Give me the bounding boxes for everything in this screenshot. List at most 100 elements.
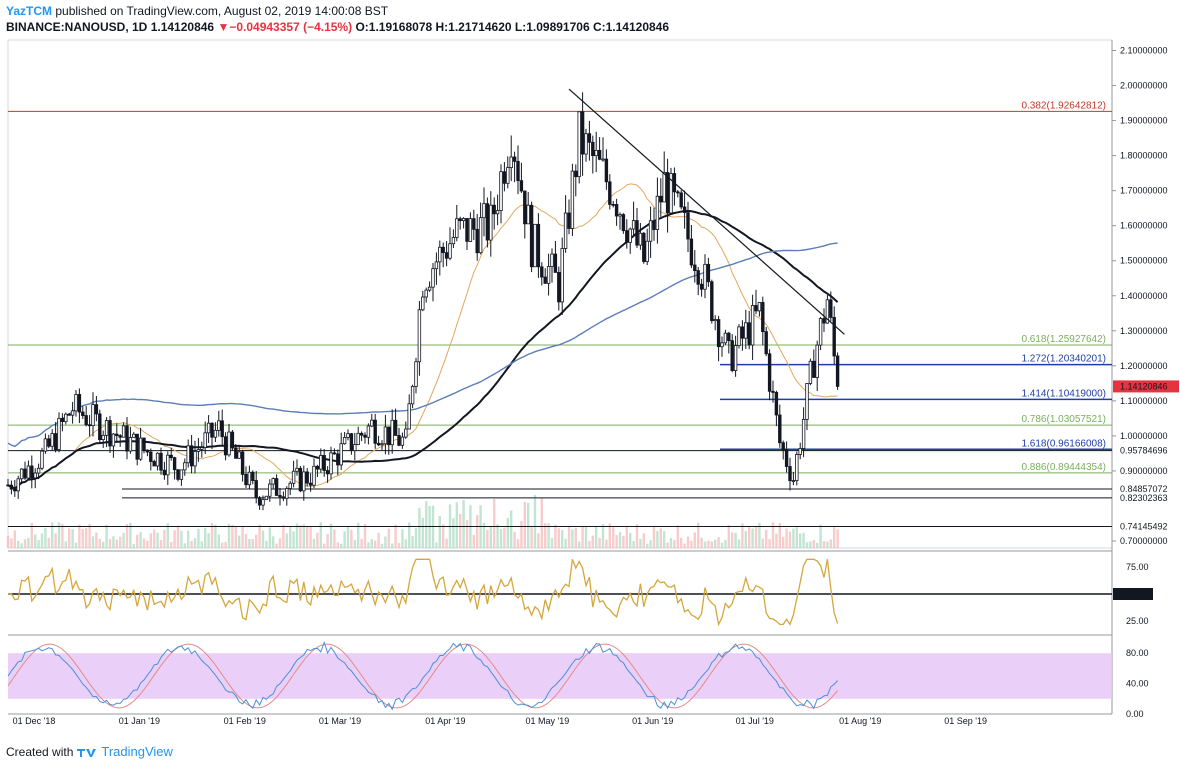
- candle-body: [778, 414, 782, 444]
- volume-bar: [792, 528, 795, 548]
- volume-bar: [564, 538, 567, 548]
- time-tick-label: 01 Jun '19: [632, 716, 673, 726]
- candle-body: [754, 305, 758, 312]
- candle-body: [346, 433, 350, 438]
- volume-bar: [649, 540, 652, 548]
- volume-bar: [88, 523, 91, 548]
- candle-body: [179, 469, 184, 480]
- volume-bar: [462, 500, 465, 548]
- volume-bar: [812, 539, 815, 548]
- volume-bar: [30, 522, 33, 548]
- stoch-band: [8, 653, 1112, 699]
- candle-body: [288, 482, 292, 489]
- candle-body: [227, 431, 231, 456]
- candle-body: [601, 158, 605, 161]
- candle-body: [43, 438, 48, 452]
- price-tick-label: 1.80000000: [1120, 151, 1168, 161]
- volume-bar: [700, 537, 703, 548]
- candle-body: [710, 281, 714, 322]
- level-tag-bg: [1113, 491, 1179, 504]
- candle-body: [247, 471, 252, 486]
- price-tick-label: 1.50000000: [1120, 256, 1168, 266]
- volume-bar: [608, 523, 611, 548]
- volume-bars: [6, 494, 839, 548]
- volume-bar: [496, 524, 499, 548]
- volume-bar: [74, 542, 78, 548]
- candle-body: [815, 344, 819, 378]
- author-name[interactable]: YazTCM: [6, 4, 53, 18]
- level-tag-label: 0.82302363: [1120, 493, 1168, 503]
- candle-body: [349, 433, 354, 452]
- volume-bar: [438, 515, 441, 548]
- candle-body: [703, 263, 707, 290]
- candle-body: [546, 266, 551, 284]
- volume-bar: [591, 535, 594, 548]
- candle-body: [451, 237, 456, 245]
- candles: [6, 92, 840, 511]
- candle-body: [366, 425, 371, 438]
- candle-body: [492, 204, 496, 215]
- volume-bar: [829, 539, 832, 548]
- candle-body: [104, 420, 109, 436]
- volume-bar: [156, 532, 159, 548]
- candle-body: [353, 444, 357, 452]
- volume-bar: [540, 497, 543, 548]
- time-tick-label: 01 Aug '19: [839, 716, 881, 726]
- last-price: 1.14120846: [150, 20, 215, 34]
- candle-body: [251, 471, 255, 481]
- candle-body: [458, 218, 462, 222]
- volume-bar: [183, 543, 186, 548]
- volume-bar: [326, 533, 329, 548]
- candle-body: [560, 248, 564, 303]
- time-tick-label: 01 Sep '19: [944, 716, 987, 726]
- candle-body: [67, 413, 71, 416]
- candle-body: [81, 411, 85, 416]
- candle-body: [628, 228, 632, 243]
- candle-body: [455, 218, 459, 238]
- volume-bar: [788, 531, 792, 548]
- symbol-line: BINANCE:NANOUSD, 1D 1.14120846 ▼−0.04943…: [6, 20, 669, 34]
- volume-bar: [503, 527, 506, 548]
- volume-bar: [554, 524, 557, 548]
- volume-bar: [367, 542, 370, 548]
- candle-body: [298, 467, 303, 492]
- volume-bar: [85, 528, 88, 548]
- candle-body: [686, 212, 690, 240]
- volume-bar: [445, 538, 448, 548]
- volume-bar: [68, 528, 71, 548]
- volume-bar: [809, 541, 812, 548]
- volume-bar: [795, 527, 798, 548]
- volume-bar: [224, 541, 227, 548]
- candle-body: [482, 203, 486, 219]
- candle-body: [499, 171, 503, 212]
- volume-bar: [238, 535, 241, 548]
- candle-body: [98, 413, 102, 440]
- volume-bar: [618, 532, 622, 548]
- candle-body: [438, 246, 442, 263]
- candle-body: [591, 141, 595, 157]
- volume-bar: [493, 498, 496, 548]
- candle-body: [268, 483, 272, 497]
- candle-body: [536, 223, 541, 268]
- volume-bar: [61, 523, 64, 548]
- volume-bar: [748, 527, 751, 548]
- candle-body: [506, 167, 510, 184]
- volume-bar: [265, 540, 268, 548]
- volume-bar: [397, 542, 401, 548]
- candle-body: [302, 471, 306, 492]
- candle-body: [57, 417, 61, 450]
- candle-body: [489, 204, 493, 241]
- time-tick-label: 01 May '19: [526, 716, 570, 726]
- symbol-name: BINANCE:NANOUSD, 1D: [6, 20, 148, 34]
- tradingview-brand[interactable]: TradingView: [101, 744, 173, 759]
- candle-body: [427, 286, 432, 291]
- candle-body: [186, 445, 190, 464]
- volume-bar: [707, 540, 710, 548]
- candle-body: [295, 467, 299, 472]
- volume-bar: [204, 527, 207, 548]
- candle-body: [376, 442, 381, 446]
- volume-bar: [550, 538, 554, 548]
- candle-body: [795, 454, 799, 482]
- candle-body: [431, 268, 435, 288]
